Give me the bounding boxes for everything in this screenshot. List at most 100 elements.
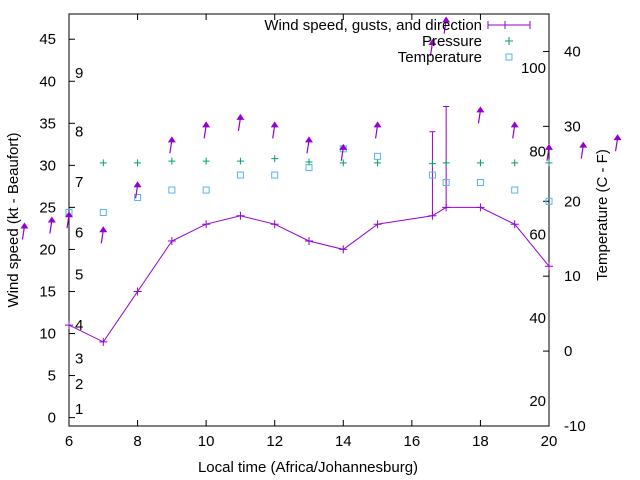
pressure-point (202, 157, 210, 165)
arrow-shaft (237, 117, 242, 131)
temperature-point (428, 171, 436, 179)
y-left-tick-label: 5 (48, 368, 56, 385)
beaufort-label: 5 (75, 267, 83, 284)
wind-direction-arrow (339, 143, 348, 161)
pressure-point (236, 157, 244, 165)
wind-direction-arrow (305, 136, 313, 154)
wind-direction-arrow (202, 121, 211, 139)
arrow-shaft (477, 110, 482, 124)
beaufort-label: 9 (75, 65, 83, 82)
temperature-point (202, 186, 210, 194)
temperature-point (134, 194, 142, 202)
pressure-point (442, 159, 450, 167)
temperature-point (374, 152, 382, 160)
wind-speed-point (65, 321, 73, 330)
fahrenheit-label: 60 (529, 227, 546, 244)
x-tick-label: 6 (65, 433, 73, 450)
x-tick-label: 18 (472, 433, 489, 450)
x-tick-label: 20 (541, 433, 558, 450)
wind-direction-arrow (270, 121, 279, 139)
beaufort-label: 8 (75, 124, 83, 141)
arrow-head (428, 38, 437, 45)
pressure-point (168, 157, 176, 165)
wind-direction-arrow (510, 121, 519, 139)
arrow-head (579, 141, 588, 148)
y-right-tick-label: 20 (564, 193, 581, 210)
legend: Wind speed, gusts, and direction Pressur… (264, 17, 531, 66)
legend-pressure-label: Pressure (422, 33, 482, 50)
wind-direction-arrow (442, 16, 451, 34)
pressure-point (545, 159, 553, 167)
legend-temperature-marker (505, 53, 513, 61)
beaufort-label: 6 (75, 225, 83, 242)
y-axis-left-label: Wind speed (kt - Beaufort) (5, 132, 22, 307)
beaufort-label: 7 (75, 174, 83, 191)
arrow-head (510, 121, 519, 128)
pressure-point (511, 159, 519, 167)
y-left-tick-label: 25 (39, 199, 56, 216)
legend-wind-label: Wind speed, gusts, and direction (264, 17, 482, 34)
y-left-tick-label: 35 (39, 115, 56, 132)
arrow-shaft (512, 125, 516, 139)
wind-direction-arrow (579, 141, 588, 159)
wind-direction-arrow (476, 106, 485, 124)
direction-arrows-group (20, 16, 622, 244)
arrow-head (373, 121, 382, 128)
beaufort-label: 2 (75, 376, 83, 393)
arrow-shaft (203, 125, 207, 139)
temperature-point (511, 186, 519, 194)
arrow-shaft (429, 42, 434, 57)
arrow-shaft (374, 125, 379, 139)
arrow-head (305, 136, 313, 143)
arrow-shaft (169, 140, 173, 154)
wind-speed-line (68, 206, 550, 343)
arrow-head (442, 16, 451, 23)
y-right-tick-label: -10 (564, 418, 586, 435)
arrow-head (476, 106, 485, 113)
y-right-tick-label: 10 (564, 268, 581, 285)
wind-direction-arrow (545, 143, 553, 161)
temperature-point (168, 186, 176, 194)
wind-speed-point (270, 220, 279, 229)
arrow-shaft (49, 220, 53, 234)
x-tick-label: 14 (335, 433, 352, 450)
wind-speed-point (202, 220, 211, 229)
beaufort-label: 3 (75, 351, 83, 368)
plot-frame (68, 13, 550, 427)
temperature-point (236, 171, 244, 179)
wind-speed-point (236, 211, 245, 220)
wind-speed-point (99, 337, 108, 346)
y-left-tick-label: 10 (39, 326, 56, 343)
arrow-head (99, 226, 108, 233)
arrow-head (339, 143, 348, 150)
wind-speed-point (545, 262, 553, 271)
pressure-point (134, 159, 142, 167)
arrow-head (545, 143, 553, 150)
arrow-head (133, 181, 142, 188)
temperature-point (442, 179, 450, 187)
y-left-tick-label: 0 (48, 410, 56, 427)
arrow-head (236, 113, 245, 120)
y-left-tick-label: 30 (39, 157, 56, 174)
legend-wind-marker (487, 21, 531, 29)
arrow-head (613, 134, 622, 141)
beaufort-label: 1 (75, 401, 83, 418)
arrow-head (47, 216, 56, 223)
x-axis-label: Local time (Africa/Johannesburg) (198, 459, 418, 476)
fahrenheit-label: 20 (529, 393, 546, 410)
y-axis-right-label: Temperature (C - F) (594, 149, 611, 281)
arrow-shaft (580, 145, 584, 159)
wind-speed-point (476, 203, 485, 212)
fahrenheit-label: 80 (529, 143, 546, 160)
arrow-shaft (306, 140, 310, 154)
legend-temperature-label: Temperature (398, 49, 482, 66)
temperature-point (99, 209, 107, 217)
wind-speed-point (167, 237, 176, 246)
y-right-tick-label: 40 (564, 43, 581, 60)
legend-pressure-marker (505, 37, 513, 45)
arrow-head (270, 121, 279, 128)
fahrenheit-label: 100 (521, 60, 546, 77)
wind-direction-arrow (133, 181, 142, 199)
temperature-point (271, 171, 279, 179)
